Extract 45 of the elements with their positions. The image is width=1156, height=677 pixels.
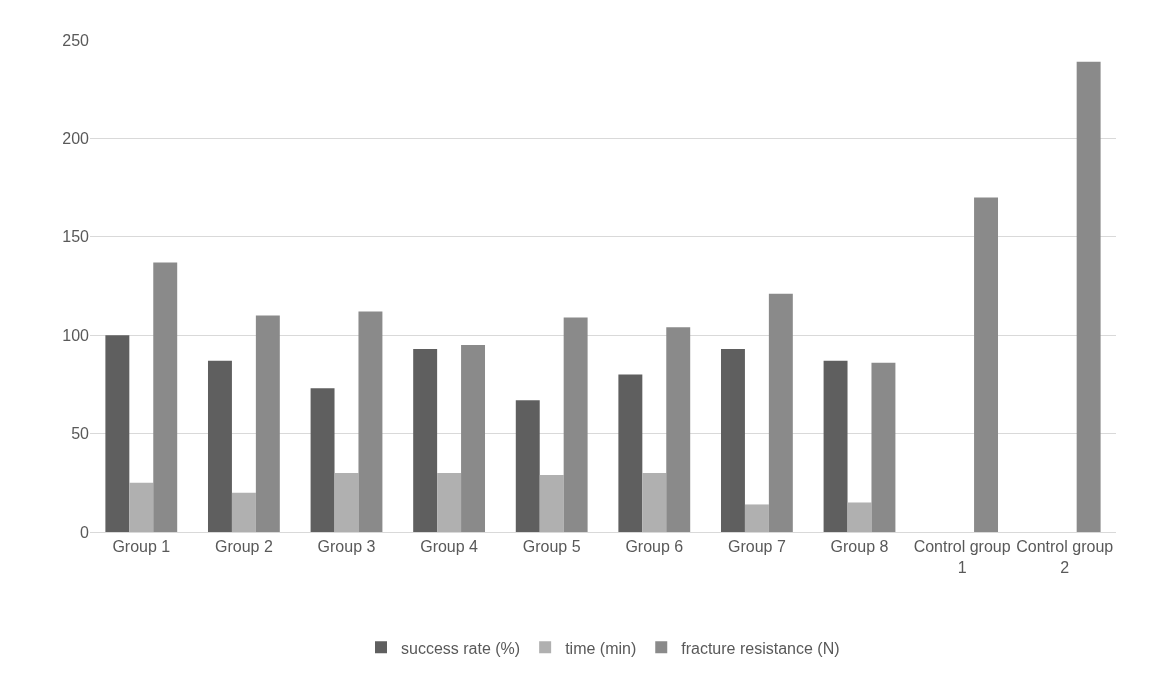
- bar: [515, 400, 540, 532]
- x-tick-label: Group 4: [420, 538, 479, 556]
- bar: [642, 472, 667, 532]
- x-tick-label: Control group 2: [1016, 538, 1114, 576]
- bar: [207, 360, 232, 532]
- bar: [129, 482, 154, 532]
- legend-label: fracture resistance (N): [681, 639, 840, 657]
- bar: [1076, 61, 1101, 532]
- bar: [437, 472, 462, 532]
- x-tick-label: Group 2: [214, 538, 273, 556]
- y-tick-label: 250: [62, 31, 90, 49]
- bar: [618, 374, 643, 532]
- bar: [720, 348, 745, 532]
- bar: [153, 262, 178, 532]
- x-tick-label: Group 3: [317, 538, 376, 556]
- y-tick-label: 0: [80, 523, 90, 541]
- bar: [871, 362, 896, 532]
- bar: [823, 360, 848, 532]
- bar: [358, 311, 383, 532]
- y-tick-label: 50: [71, 425, 90, 443]
- y-tick-label: 200: [62, 130, 90, 147]
- bar: [334, 472, 359, 532]
- bar: [563, 317, 588, 532]
- bar: [768, 293, 793, 532]
- bar: [413, 348, 438, 532]
- x-tick-label: Control group 1: [913, 538, 1011, 576]
- bar: [310, 388, 335, 532]
- x-tick-label: Group 5: [522, 538, 581, 556]
- bar: [461, 345, 486, 532]
- bar: [666, 327, 691, 532]
- bar: [744, 504, 769, 532]
- bar: [255, 315, 280, 532]
- bar: [105, 335, 130, 532]
- legend-label: success rate (%): [401, 639, 521, 657]
- legend-label: time (min): [565, 639, 637, 657]
- y-tick-label: 150: [62, 228, 90, 246]
- x-tick-label: Group 6: [625, 538, 684, 556]
- x-tick-label: Group 7: [727, 538, 786, 556]
- bar: [847, 502, 872, 532]
- bar: [539, 474, 564, 532]
- bar: [974, 197, 999, 532]
- bar: [231, 492, 256, 532]
- x-tick-label: Group 8: [830, 538, 889, 556]
- y-tick-label: 100: [62, 326, 90, 344]
- x-tick-label: Group 1: [112, 538, 171, 556]
